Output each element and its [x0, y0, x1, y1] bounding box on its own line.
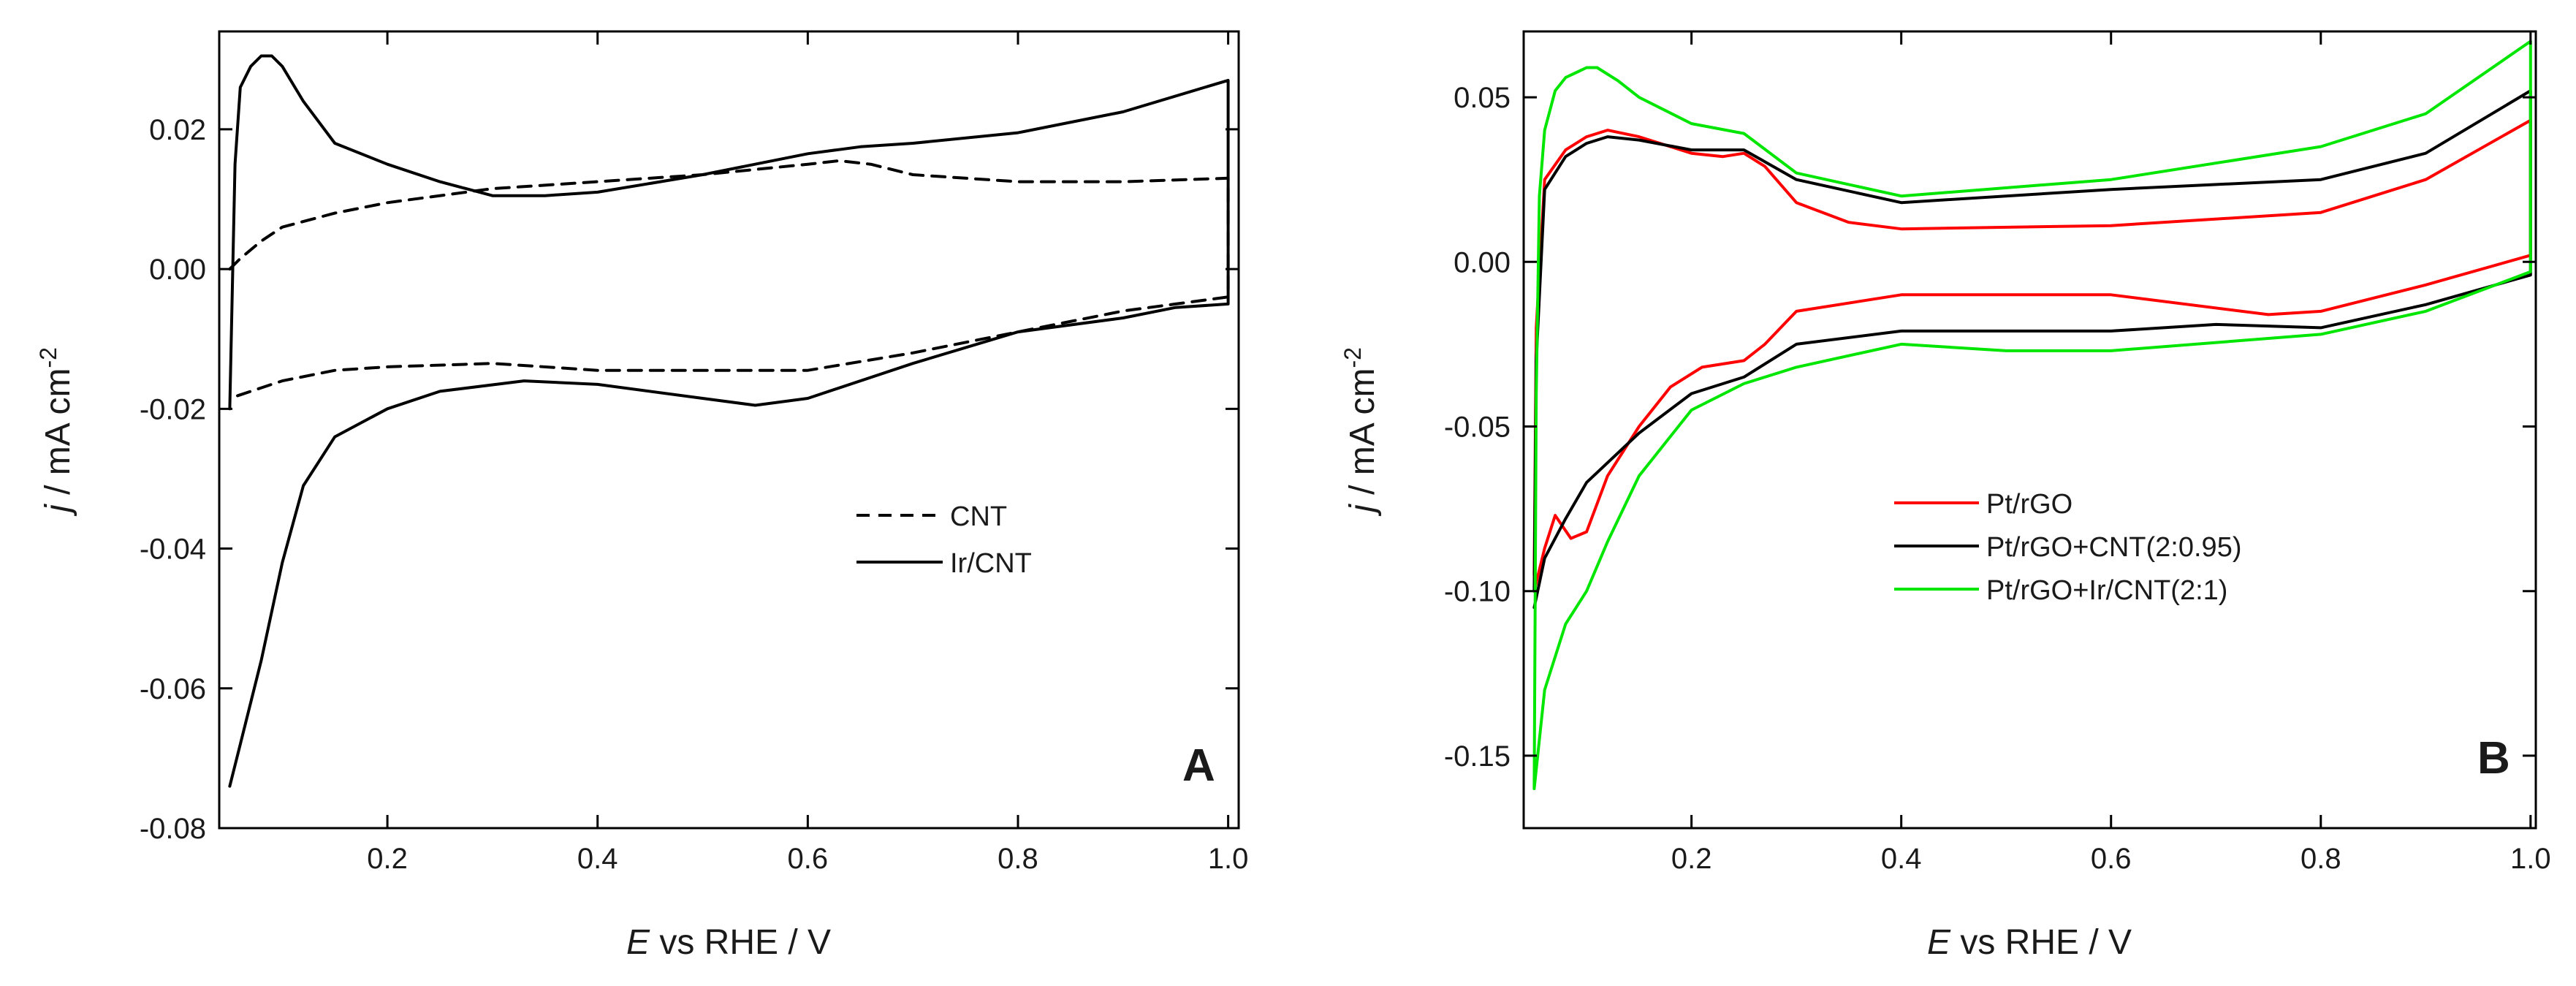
panel-b-series-line-pt-rgo-cnt-2-0-95	[1532, 89, 2532, 610]
panel-a-x-axis-label: E vs RHE / V	[626, 923, 831, 962]
panel-b-x-tick-label: 0.2	[1671, 843, 1712, 875]
panel-b-x-tick-label: 0.6	[2091, 843, 2132, 875]
panel-b-plot-frame	[1522, 30, 2537, 830]
panel-b-x-axis-label: E vs RHE / V	[1927, 923, 2132, 962]
legend-label-pt-rgo-ir-cnt: Pt/rGO+Ir/CNT(2:1)	[1986, 575, 2227, 606]
panel-a-legend: CNT Ir/CNT	[856, 501, 1032, 579]
panel-a-x-ticks: 0.2 0.4 0.6 0.8 1.0	[367, 31, 1248, 875]
panel-a-series-line-ir-cnt	[228, 54, 1230, 788]
panel-a-x-tick-label: 1.0	[1208, 843, 1249, 875]
panel-b-letter: B	[2477, 733, 2510, 784]
panel-b-y-axis-label: j / mA cm-2	[1340, 347, 1382, 517]
panel-b-x-tick-label: 0.8	[2300, 843, 2341, 875]
panel-b-legend: Pt/rGO Pt/rGO+CNT(2:0.95) Pt/rGO+Ir/CNT(…	[1894, 489, 2241, 606]
panel-a-y-tick-label: -0.04	[140, 534, 206, 566]
panel-a-letter: A	[1182, 740, 1215, 791]
panel-b-y-tick-label: -0.05	[1444, 411, 1511, 443]
panel-b-series-line-pt-rgo-ir-cnt-2-1	[1532, 39, 2532, 790]
panel-a-y-tick-label: 0.00	[149, 254, 206, 286]
legend-label-pt-rgo: Pt/rGO	[1986, 489, 2072, 520]
panel-b-x-tick-label: 0.4	[1881, 843, 1922, 875]
panel-a-y-tick-label: 0.02	[149, 114, 206, 146]
panel-a-x-tick-label: 0.8	[998, 843, 1038, 875]
panel-a-y-tick-label: -0.08	[140, 813, 206, 845]
panel-b: 0.2 0.4 0.6 0.8 1.0 -0.15-0.10-0.050.000.05 …	[1340, 30, 2551, 962]
panel-a-x-tick-label: 0.2	[367, 843, 408, 875]
panel-a-y-tick-label: -0.02	[140, 393, 206, 425]
panel-b-y-tick-label: 0.00	[1454, 246, 1511, 278]
panel-a: 0.2 0.4 0.6 0.8 1.0 -0.08 -0.06 -0.04 -0.02 0.00…	[35, 30, 1248, 962]
panel-a-x-tick-label: 0.4	[577, 843, 618, 875]
panel-a-x-tick-label: 0.6	[788, 843, 829, 875]
legend-label-pt-rgo-cnt: Pt/rGO+CNT(2:0.95)	[1986, 532, 2241, 563]
panel-b-series-layer	[1532, 39, 2532, 790]
panel-b-y-tick-label: -0.10	[1444, 576, 1511, 608]
panel-b-x-tick-label: 1.0	[2510, 843, 2551, 875]
panel-b-y-tick-label: 0.05	[1454, 82, 1511, 114]
panel-a-y-axis-label: j / mA cm-2	[35, 347, 77, 517]
panel-b-series-line-pt-rgo	[1532, 118, 2532, 593]
legend-label-ir-cnt: Ir/CNT	[950, 548, 1032, 579]
panel-a-plot-frame	[218, 30, 1240, 830]
panel-a-series-line-cnt	[228, 159, 1230, 400]
panel-b-y-tick-label: -0.15	[1444, 740, 1511, 773]
panel-b-y-ticks: -0.15 -0.10 -0.05 0.00 0.05	[1444, 82, 2536, 773]
panel-b-x-ticks: 0.2 0.4 0.6 0.8 1.0	[1671, 31, 2551, 875]
panel-a-series-layer	[228, 54, 1230, 788]
panel-a-y-ticks: -0.08 -0.06 -0.04 -0.02 0.00 0.02	[140, 114, 1239, 845]
panel-a-y-tick-label: -0.06	[140, 673, 206, 705]
legend-label-cnt: CNT	[950, 501, 1007, 532]
